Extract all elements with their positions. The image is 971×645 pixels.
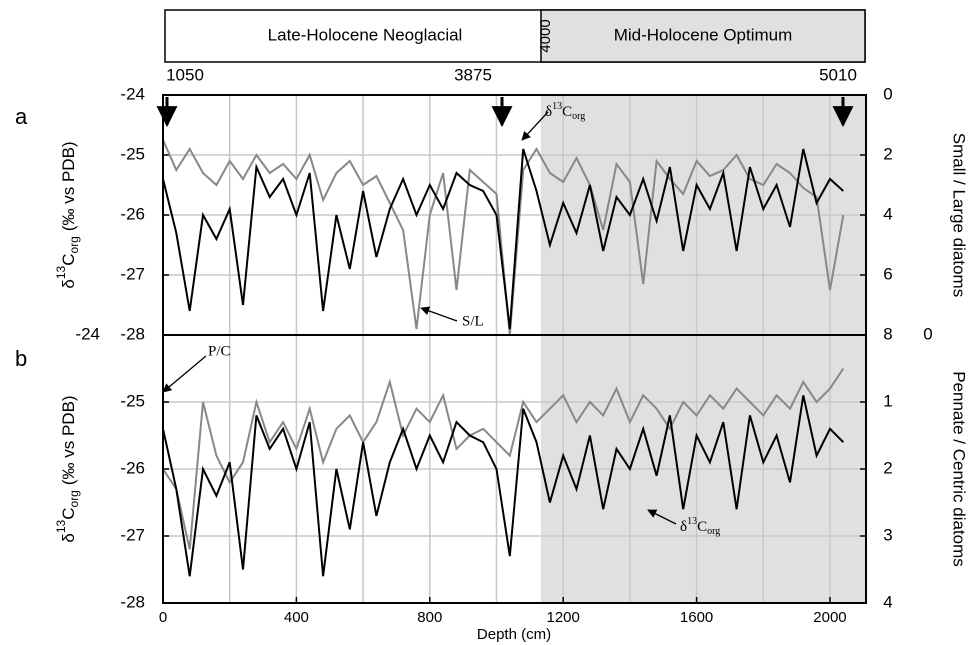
annotation-arrow	[162, 355, 207, 393]
y2-tick-label: 3	[883, 525, 892, 544]
y-tick-label: -28	[120, 592, 145, 611]
y2-tick-label: 0	[923, 324, 932, 343]
y-axis-label-part: 13	[54, 519, 68, 533]
y-axis-label-part: C	[59, 253, 78, 265]
y-axis-label: δ13Corg (‰ vs PDB)	[54, 395, 81, 542]
age-label: 1050	[166, 65, 204, 84]
annotation: δ13Corg	[545, 101, 585, 122]
y-axis-label-part: org	[67, 236, 81, 253]
x-tick-label: 800	[417, 609, 442, 626]
y2-tick-label: 4	[883, 592, 892, 611]
plot-frame	[162, 334, 867, 604]
x-tick-label: 1600	[680, 609, 713, 626]
y2-tick-label: 4	[883, 204, 892, 223]
y-axis-label-part: (‰ vs PDB)	[59, 141, 78, 231]
x-tick-label: 2000	[813, 609, 846, 626]
annotation-arrow	[420, 306, 458, 322]
age-label: 5010	[819, 65, 857, 84]
y-axis-label-part: 13	[54, 265, 68, 279]
y-tick-label: -26	[120, 204, 145, 223]
y2-tick-label: 2	[883, 458, 892, 477]
y-axis-label-part: org	[67, 490, 81, 507]
x-tick-label: 1200	[547, 609, 580, 626]
y2-tick-label: 2	[883, 144, 892, 163]
panel-label: b	[15, 346, 27, 371]
y-tick-label: -27	[120, 264, 145, 283]
y-axis-label: δ13Corg (‰ vs PDB)	[54, 141, 81, 288]
age-label: 3875	[454, 65, 492, 84]
period-label: Mid-Holocene Optimum	[614, 25, 793, 44]
y-axis-label-part: C	[59, 507, 78, 519]
y-tick-label: -24	[75, 324, 100, 343]
y-tick-label: -28	[120, 324, 145, 343]
y-axis-label-part: (‰ vs PDB)	[59, 395, 78, 485]
period-label: Late-Holocene Neoglacial	[268, 25, 463, 44]
y2-axis-label: Pennate / Centric diatoms	[950, 371, 969, 567]
annotation: δ13Corg	[680, 516, 720, 537]
x-axis-label: Depth (cm)	[477, 626, 551, 643]
y-tick-label: -26	[120, 458, 145, 477]
y2-tick-label: 8	[883, 324, 892, 343]
y2-tick-label: 6	[883, 264, 892, 283]
y2-tick-label: 0	[883, 84, 892, 103]
annotation: P/C	[208, 343, 231, 359]
series-line	[162, 395, 845, 577]
series-line	[162, 148, 844, 330]
y-axis-label-part: δ	[59, 279, 78, 288]
period-shade	[540, 9, 866, 63]
y2-tick-label: 1	[883, 391, 892, 410]
annotation-arrow	[647, 509, 677, 525]
y-axis-label-part: δ	[59, 533, 78, 542]
boundary-label: 4000	[537, 19, 554, 52]
x-tick-label: 0	[159, 609, 167, 626]
y-tick-label: -24	[120, 84, 145, 103]
y-tick-label: -25	[120, 144, 145, 163]
x-tick-label: 400	[284, 609, 309, 626]
annotation: S/L	[462, 313, 484, 329]
y2-axis-label: Small / Large diatoms	[950, 133, 969, 297]
annotation-arrow	[521, 111, 549, 141]
y-tick-label: -27	[120, 525, 145, 544]
panel-label: a	[15, 104, 28, 129]
y-tick-label: -25	[120, 391, 145, 410]
series-line	[162, 367, 845, 550]
